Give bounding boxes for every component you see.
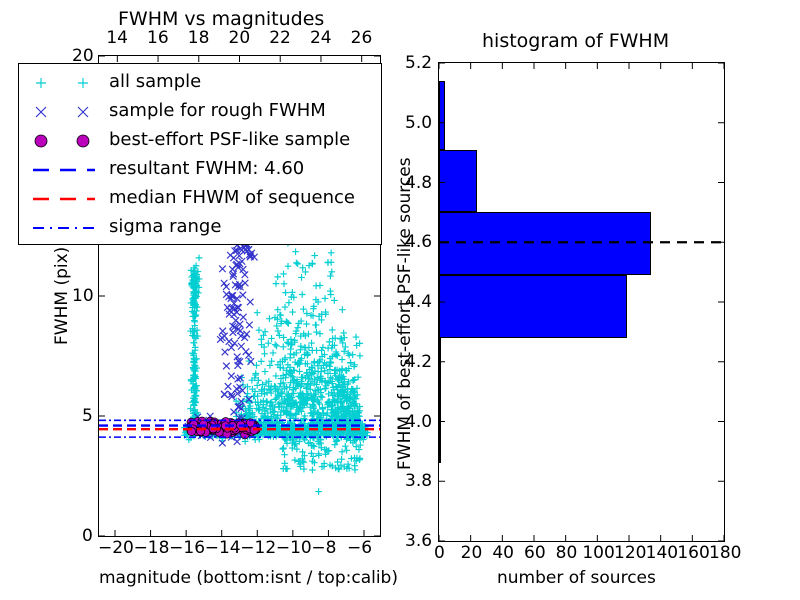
left-top-tick: 24: [309, 28, 332, 48]
left-panel-title: FWHM vs magnitudes: [118, 8, 325, 30]
left-y-tick: 10: [72, 286, 94, 306]
left-bottom-tick: −6: [346, 538, 373, 558]
left-top-tick: 20: [228, 28, 251, 48]
legend-label: all sample: [109, 71, 202, 92]
left-top-tick: 22: [269, 28, 291, 48]
left-bottom-tick: −8: [311, 538, 337, 558]
scatter-svg: [99, 56, 380, 536]
right-ylabel: FWHM of best-effort PSF-like sources: [395, 157, 415, 470]
legend-label: sigma range: [109, 216, 222, 237]
legend-item[interactable]: sample for rough FWHM: [19, 97, 381, 127]
left-top-tick: 18: [187, 28, 210, 48]
right-y-tick: 4.8: [405, 172, 433, 193]
histogram-bar: [439, 149, 477, 213]
right-x-tick: 160: [677, 543, 710, 563]
histogram-plot-area[interactable]: [438, 62, 725, 542]
right-y-tick: 4.6: [405, 232, 433, 253]
legend-label: sample for rough FWHM: [109, 100, 326, 121]
right-x-tick: 180: [709, 543, 742, 563]
left-bottom-tick: −18: [133, 538, 170, 558]
histogram-bar: [439, 212, 652, 276]
right-y-tick: 5.0: [405, 112, 433, 133]
left-bottom-tick: −12: [240, 538, 277, 558]
right-y-tick: 4.4: [405, 292, 433, 312]
left-axis-ticks: [99, 56, 380, 536]
left-bottom-tick: −16: [169, 538, 206, 558]
left-bottom-tick: −10: [275, 538, 312, 558]
right-y-tick: 5.2: [405, 53, 433, 73]
left-top-tick: 14: [106, 28, 128, 48]
legend-label: best-effort PSF-like sample: [109, 129, 351, 150]
legend-item[interactable]: sigma range: [19, 213, 381, 243]
left-y-tick: 0: [82, 526, 93, 546]
right-axis-ticks: [439, 63, 724, 541]
right-x-tick: 120: [614, 543, 647, 563]
left-y-tick: 20: [72, 46, 94, 66]
right-y-tick: 3.6: [405, 531, 433, 551]
left-xlabel: magnitude (bottom:isnt / top:calib): [99, 568, 398, 588]
legend-item[interactable]: best-effort PSF-like sample: [19, 126, 381, 156]
legend-marker-dashdot-line-icon: [27, 213, 103, 243]
left-bottom-tick: −14: [204, 538, 241, 558]
right-x-tick: 0: [434, 543, 445, 563]
left-top-tick: 16: [147, 28, 169, 48]
right-x-tick: 80: [555, 543, 578, 563]
right-xlabel: number of sources: [497, 568, 656, 588]
right-x-tick: 100: [582, 543, 615, 563]
right-x-tick: 40: [492, 543, 514, 563]
left-ylabel: FWHM (pix): [52, 246, 72, 345]
left-top-tick: 26: [350, 28, 373, 48]
legend-item[interactable]: resultant FWHM: 4.60: [19, 155, 381, 185]
histogram-bar: [439, 275, 628, 338]
legend-item[interactable]: all sample: [19, 68, 381, 98]
right-x-tick: 20: [460, 543, 483, 563]
right-x-tick: 140: [645, 543, 679, 563]
right-y-tick: 3.8: [405, 471, 433, 492]
histogram-bar: [439, 80, 446, 150]
histogram-bar: [439, 337, 441, 401]
histogram-median-line-overlay: [439, 63, 724, 541]
histogram-bar: [439, 400, 441, 464]
legend: all sample sample for rough FWHM best-effo…: [18, 63, 382, 245]
reference-lines: [99, 419, 380, 438]
right-y-tick: 4.2: [405, 351, 433, 372]
legend-marker-dot-icon: [27, 126, 103, 156]
legend-item[interactable]: median FHWM of sequence: [19, 184, 381, 214]
right-y-tick: 4.0: [405, 411, 433, 432]
legend-label: median FHWM of sequence: [109, 187, 355, 208]
left-y-tick: 5: [82, 406, 93, 426]
legend-marker-cross-icon: [27, 97, 103, 127]
right-panel-title: histogram of FWHM: [482, 30, 670, 52]
legend-label: resultant FWHM: 4.60: [109, 158, 305, 179]
left-bottom-tick: −20: [98, 538, 134, 558]
legend-marker-plus-icon: [27, 68, 103, 98]
right-x-tick: 60: [524, 543, 546, 563]
legend-marker-dashed-line-icon: [27, 184, 103, 214]
legend-marker-dashed-line-icon: [27, 155, 103, 185]
